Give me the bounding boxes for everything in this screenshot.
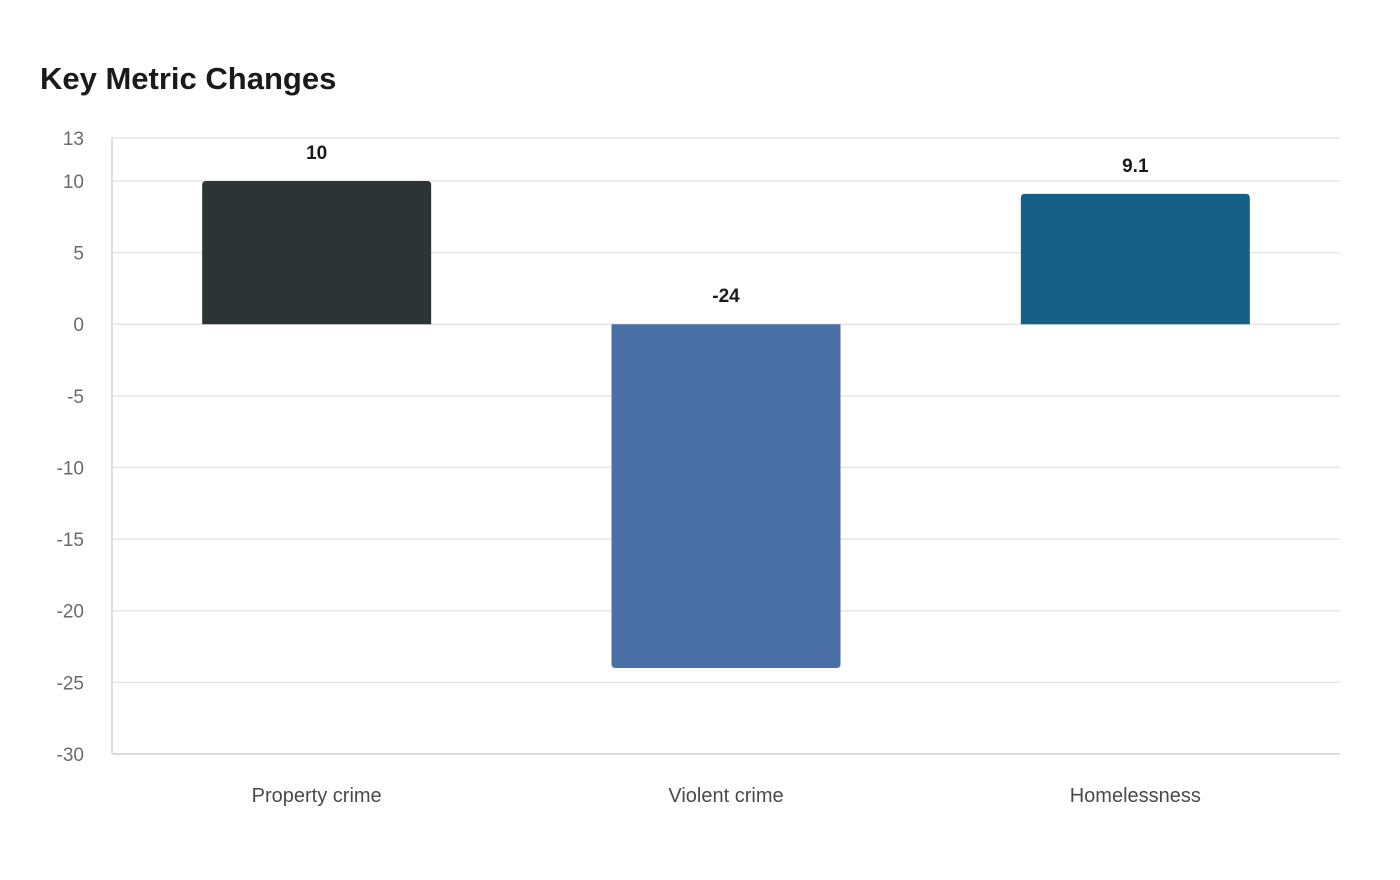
y-tick-label: 10: [63, 172, 84, 193]
y-tick-label: -20: [57, 602, 84, 623]
y-tick-label: -15: [57, 530, 84, 551]
y-tick-label: -30: [57, 745, 84, 766]
x-tick-label: Property crime: [252, 785, 382, 807]
chart-title: Key Metric Changes: [40, 61, 337, 96]
x-tick-label: Homelessness: [1070, 785, 1201, 807]
axes: 13 10 5 0 -5 -10 -15 -20 -25 -30: [57, 129, 1340, 766]
bar-violent-crime[interactable]: [611, 324, 841, 669]
labels: 10 Property crime -24 Violent crime 9.1 Homel…: [252, 143, 1201, 807]
y-tick-label: 0: [73, 315, 84, 336]
x-tick-label: Violent crime: [668, 785, 783, 807]
bar-property-crime[interactable]: [202, 180, 432, 325]
y-tick-label: -10: [57, 458, 84, 479]
data-label: -24: [712, 286, 740, 307]
bar-homelessness[interactable]: [1020, 193, 1250, 325]
y-tick-label: 5: [73, 244, 84, 265]
y-tick-label: -5: [67, 387, 84, 408]
data-label: 10: [306, 143, 327, 164]
y-tick-label: -25: [57, 673, 84, 694]
data-label: 9.1: [1122, 156, 1149, 177]
y-tick-label: 13: [63, 129, 84, 150]
bars: [202, 180, 1250, 669]
